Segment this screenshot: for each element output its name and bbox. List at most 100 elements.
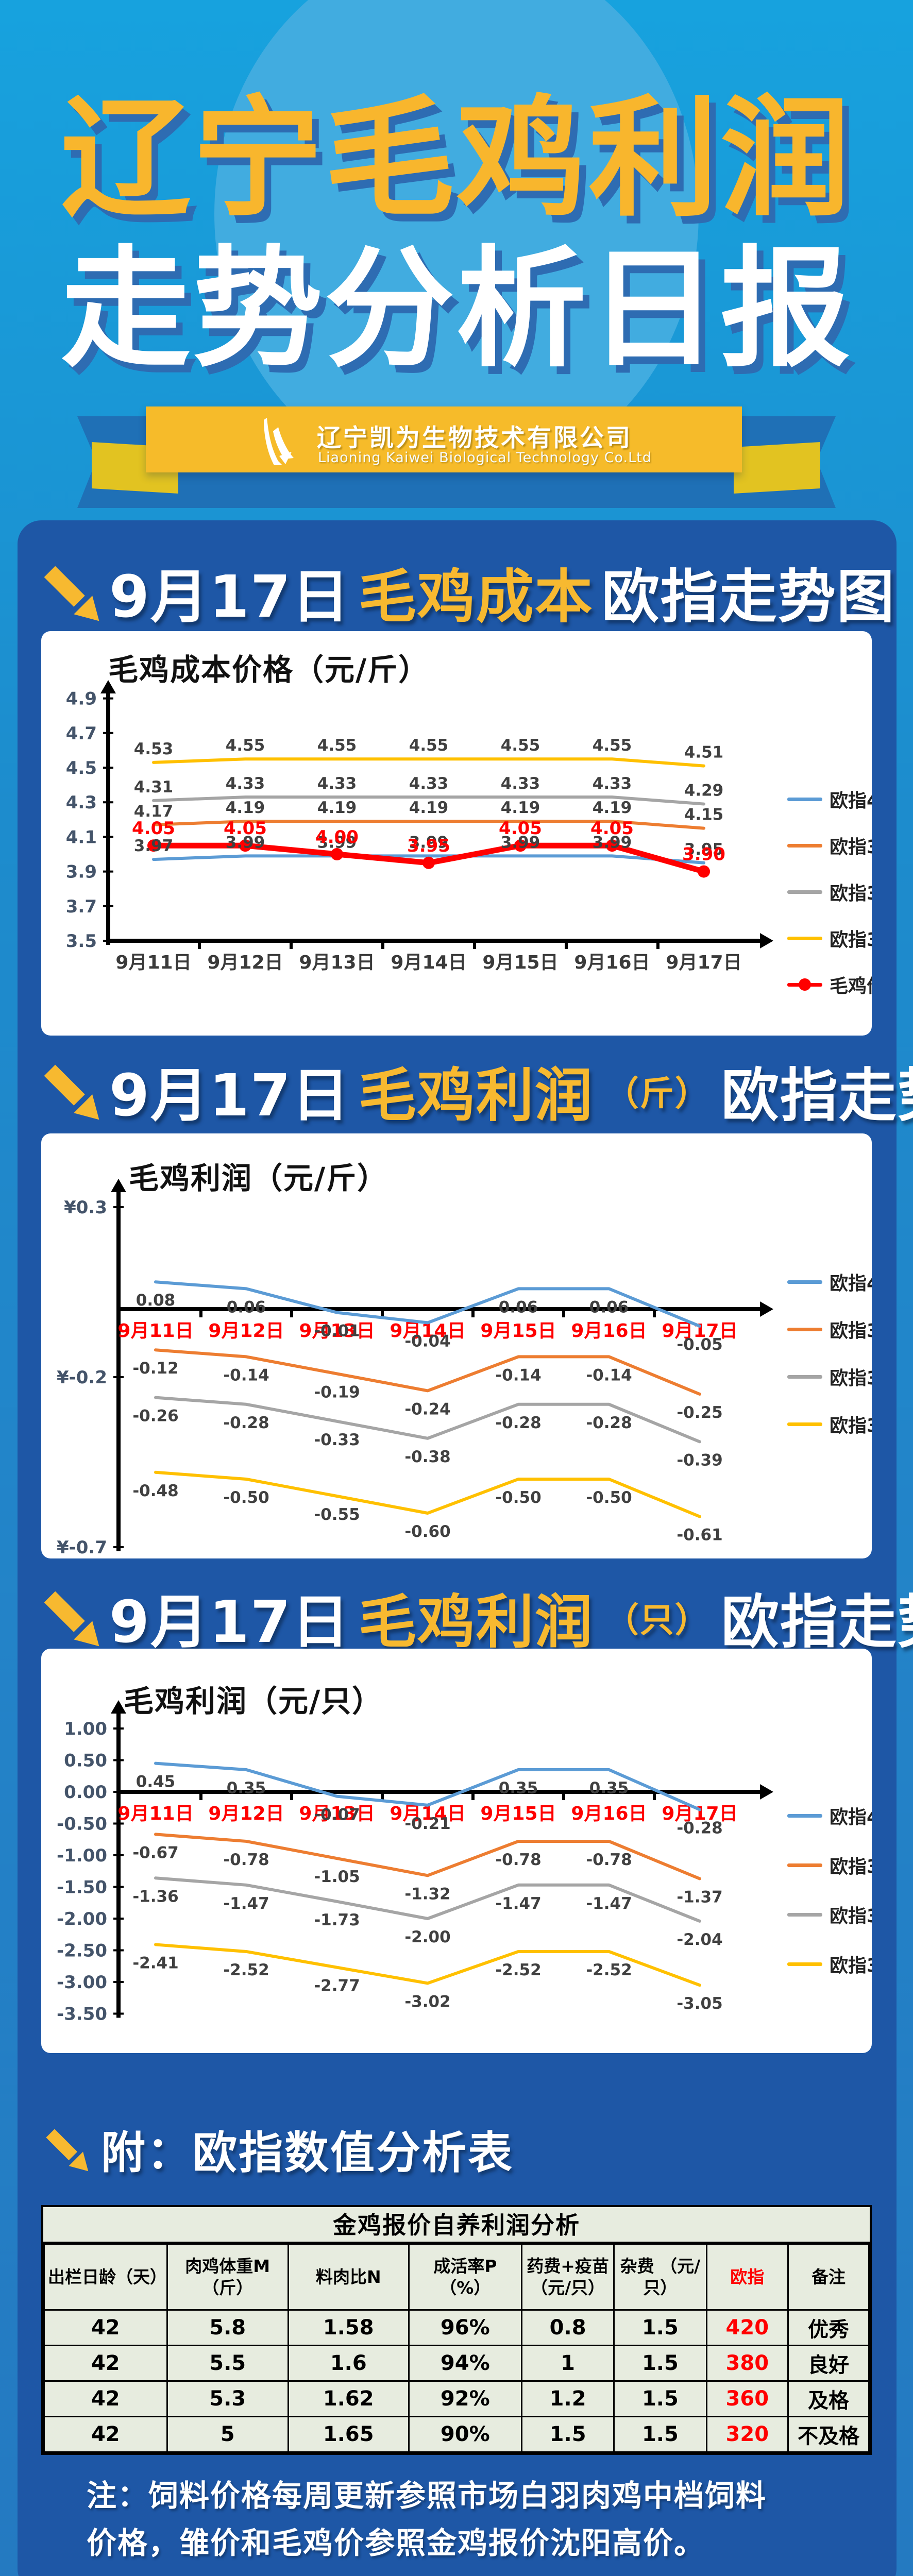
svg-text:-1.73: -1.73: [314, 1911, 360, 1929]
legend-swatch: [787, 1912, 822, 1917]
svg-text:3.99: 3.99: [317, 833, 357, 852]
svg-text:-0.28: -0.28: [495, 1414, 541, 1432]
legend-swatch: [787, 978, 822, 991]
footnote-line2: 价格，雏价和毛鸡价参照金鸡报价沈阳高价。: [87, 2526, 705, 2561]
svg-text:9月15日: 9月15日: [480, 1320, 556, 1342]
svg-text:9月12日: 9月12日: [208, 1320, 284, 1342]
svg-text:-0.24: -0.24: [404, 1400, 450, 1418]
svg-text:-1.47: -1.47: [586, 1894, 632, 1913]
section-date: 9月17日: [109, 1589, 350, 1656]
table-grid: 出栏日龄（天） 肉鸡体重M（斤） 料肉比N 成活率P（%） 药费+疫苗（元/只） 杂费 （…: [43, 2243, 870, 2453]
svg-text:0.45: 0.45: [136, 1773, 176, 1791]
table-cell: 1.5: [613, 2345, 707, 2382]
svg-text:0.50: 0.50: [64, 1751, 107, 1771]
svg-text:-0.60: -0.60: [404, 1522, 450, 1541]
table-cell: 92%: [408, 2380, 522, 2417]
svg-text:-1.47: -1.47: [495, 1894, 541, 1913]
svg-text:-0.50: -0.50: [223, 1488, 269, 1507]
svg-text:-1.37: -1.37: [677, 1888, 722, 1907]
svg-text:-2.77: -2.77: [314, 1977, 360, 1995]
table-cell: 1.5: [613, 2380, 707, 2417]
legend-swatch: [787, 936, 822, 940]
svg-text:0.06: 0.06: [227, 1298, 266, 1316]
svg-text:-0.05: -0.05: [677, 1335, 722, 1354]
svg-text:0.08: 0.08: [136, 1291, 176, 1310]
table-header-cell: 药费+疫苗（元/只）: [520, 2243, 615, 2311]
section-header-table: 附：欧指数值分析表: [42, 2116, 514, 2181]
legend-label: 欧指380: [830, 1856, 872, 1877]
table-cell: 42: [43, 2380, 168, 2417]
table-header-cell: 备注: [787, 2243, 870, 2311]
section-suffix: 欧指走势图: [721, 1589, 913, 1656]
svg-text:-2.52: -2.52: [495, 1961, 541, 1979]
svg-text:-1.50: -1.50: [57, 1877, 107, 1898]
svg-text:4.05: 4.05: [499, 818, 542, 839]
table-cell: 优秀: [787, 2309, 870, 2346]
svg-text:¥-0.7: ¥-0.7: [57, 1537, 107, 1558]
poster-title-line1: 辽宁毛鸡利润: [60, 83, 852, 234]
svg-text:9月11日: 9月11日: [117, 1320, 193, 1342]
legend-item: 欧指420: [787, 1802, 872, 1829]
svg-text:4.7: 4.7: [66, 723, 97, 744]
table-cell: 良好: [787, 2345, 870, 2382]
table-cell: 360: [705, 2380, 789, 2417]
svg-text:-2.41: -2.41: [132, 1954, 178, 1972]
svg-text:-0.14: -0.14: [586, 1366, 632, 1384]
section-highlight: 毛鸡利润: [358, 1062, 594, 1129]
svg-text:1.00: 1.00: [64, 1719, 107, 1739]
legend-label: 欧指420: [830, 790, 872, 811]
svg-text:-2.50: -2.50: [57, 1941, 107, 1961]
profit-zhi-line-chart: 1.00 0.50 0.00 -0.50 -1.00 -1.50 -2.00 -2.50 -3.…: [57, 1700, 773, 2025]
svg-text:-1.32: -1.32: [404, 1885, 450, 1903]
svg-text:-0.50: -0.50: [57, 1814, 107, 1835]
svg-text:-2.00: -2.00: [404, 1928, 450, 1946]
svg-text:-2.00: -2.00: [57, 1909, 107, 1929]
svg-text:-1.00: -1.00: [57, 1845, 107, 1866]
cost-chart-card: 毛鸡成本价格（元/斤） 4.9 4.7 4.5 4.3 4.1 3.9 3.7 3.5 9月11…: [41, 631, 872, 1036]
legend-label: 欧指380: [830, 1320, 872, 1342]
svg-text:3.90: 3.90: [682, 844, 725, 865]
svg-text:-0.67: -0.67: [132, 1843, 178, 1862]
legend-label: 欧指320: [830, 1955, 872, 1976]
svg-text:4.05: 4.05: [590, 818, 634, 839]
legend-swatch: [787, 890, 822, 894]
section-highlight: 毛鸡利润: [358, 1589, 594, 1656]
svg-text:0.35: 0.35: [227, 1779, 266, 1798]
table-cell: 94%: [408, 2345, 522, 2382]
svg-text:-3.00: -3.00: [57, 1972, 107, 1993]
table-cell: 1.5: [520, 2416, 615, 2453]
svg-text:0.06: 0.06: [499, 1298, 538, 1316]
legend-label: 欧指320: [830, 929, 872, 951]
svg-text:-0.28: -0.28: [586, 1414, 632, 1432]
chart-title-cost: 毛鸡成本价格（元/斤）: [108, 652, 430, 687]
svg-text:4.55: 4.55: [317, 736, 357, 755]
section-highlight: 毛鸡成本: [358, 564, 594, 631]
poster-title-line2: 走势分析日报: [60, 234, 852, 385]
svg-text:-0.61: -0.61: [677, 1526, 722, 1545]
svg-text:4.19: 4.19: [317, 799, 357, 817]
svg-text:-0.14: -0.14: [495, 1366, 541, 1384]
svg-text:3.99: 3.99: [501, 833, 540, 852]
svg-text:0.06: 0.06: [589, 1298, 629, 1316]
svg-text:-1.47: -1.47: [223, 1894, 269, 1913]
svg-text:4.19: 4.19: [501, 799, 540, 817]
svg-text:4.33: 4.33: [501, 774, 540, 793]
table-cell: 5.8: [166, 2309, 289, 2346]
svg-text:3.97: 3.97: [134, 837, 174, 855]
chart-title-profit-zhi: 毛鸡利润（元/只）: [124, 1684, 383, 1719]
table-header-cell: 欧指: [705, 2243, 789, 2311]
profit-jin-chart-card: 毛鸡利润（元/斤） ¥0.3 ¥-0.2 ¥-0.7 9月11日 9月12日 9月13日 9…: [41, 1133, 872, 1558]
svg-text:9月11日: 9月11日: [117, 1803, 193, 1824]
legend-item: 毛鸡价格: [787, 971, 872, 998]
table-cell: 5: [166, 2416, 289, 2453]
svg-text:4.17: 4.17: [134, 802, 174, 821]
svg-text:9月15日: 9月15日: [482, 952, 558, 973]
svg-text:4.33: 4.33: [317, 774, 357, 793]
svg-text:4.19: 4.19: [409, 799, 449, 817]
svg-text:-0.78: -0.78: [495, 1851, 541, 1869]
svg-text:4.3: 4.3: [66, 792, 97, 813]
svg-text:4.19: 4.19: [226, 799, 265, 817]
svg-text:-0.33: -0.33: [314, 1431, 360, 1449]
table-cell: 42: [43, 2416, 168, 2453]
legend-label: 欧指320: [830, 1415, 872, 1436]
